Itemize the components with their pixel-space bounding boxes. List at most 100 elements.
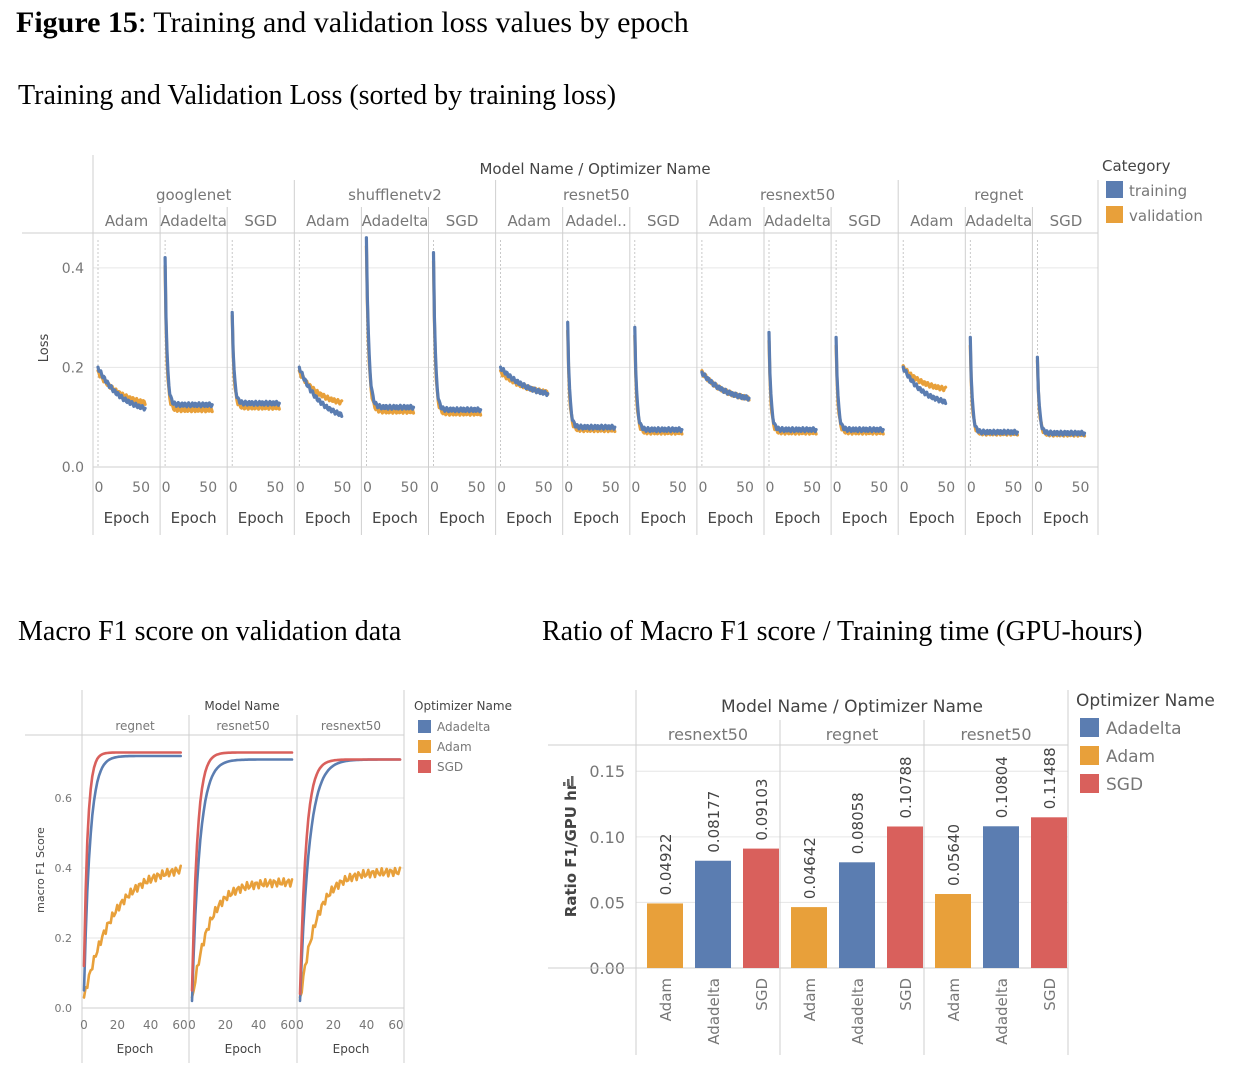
loss-x-label: Epoch	[707, 509, 753, 527]
loss-x-label: Epoch	[104, 509, 150, 527]
loss-x-tick: 50	[736, 480, 754, 496]
loss-x-label: Epoch	[775, 509, 821, 527]
loss-x-tick: 50	[132, 480, 150, 496]
f1-section-title: Macro F1 score on validation data	[18, 616, 402, 647]
loss-x-tick: 50	[803, 480, 821, 496]
loss-validation-line	[230, 314, 281, 411]
f1-line-sgd	[298, 758, 402, 996]
loss-validation-line	[566, 329, 617, 434]
loss-x-tick: 0	[363, 480, 372, 496]
ratio-bar-resnext50-adadelta	[695, 860, 731, 968]
ratio-sort-icon	[567, 779, 570, 786]
f1-x-tick: 60	[388, 1018, 403, 1032]
loss-optimizer-label: SGD	[446, 212, 479, 230]
loss-legend-swatch-validation	[1106, 206, 1123, 223]
loss-x-tick: 0	[430, 480, 439, 496]
loss-optimizer-label: SGD	[1050, 212, 1083, 230]
f1-y-tick: 0.2	[55, 932, 73, 945]
f1-line-adadelta	[82, 754, 182, 992]
loss-optimizer-label: Adam	[910, 212, 953, 230]
f1-x-tick: 20	[110, 1018, 125, 1032]
ratio-bar-value: 0.10788	[897, 756, 915, 818]
loss-optimizer-label: Adadelta	[362, 212, 429, 230]
loss-x-tick: 0	[296, 480, 305, 496]
figure-caption: : Training and validation loss values by…	[137, 6, 689, 39]
f1-line-adam	[298, 866, 402, 999]
ratio-x-tick: Adadelta	[849, 978, 867, 1045]
loss-x-label: Epoch	[909, 509, 955, 527]
f1-model-label: resnext50	[321, 719, 381, 733]
figure-label: Figure 15	[16, 6, 138, 39]
loss-y-tick: 0.0	[62, 460, 84, 476]
loss-optimizer-label: Adam	[709, 212, 752, 230]
loss-x-tick: 50	[333, 480, 351, 496]
loss-training-line	[230, 310, 281, 407]
loss-legend-title: Category	[1102, 157, 1171, 175]
ratio-legend-swatch-sgd	[1080, 774, 1099, 793]
f1-x-label: Epoch	[333, 1042, 370, 1056]
loss-optimizer-label: Adadelta	[764, 212, 831, 230]
loss-validation-line	[364, 244, 416, 415]
loss-x-label: Epoch	[305, 509, 351, 527]
ratio-bar-value: 0.05640	[945, 824, 963, 886]
f1-x-tick: 60	[280, 1018, 295, 1032]
loss-training-line	[968, 335, 1019, 436]
ratio-legend-label: Adadelta	[1106, 719, 1182, 739]
ratio-x-tick: Adam	[657, 978, 675, 1021]
loss-validation-line	[901, 364, 948, 393]
loss-model-label: resnet50	[563, 186, 630, 204]
f1-line-adam	[82, 864, 182, 999]
ratio-bar-value: 0.04642	[801, 837, 819, 899]
loss-x-tick: 0	[229, 480, 238, 496]
ratio-x-tick: Adadelta	[993, 978, 1011, 1045]
f1-line-adadelta	[298, 758, 402, 1003]
loss-x-tick: 0	[766, 480, 775, 496]
loss-x-tick: 50	[401, 480, 419, 496]
ratio-x-tick: SGD	[1041, 978, 1059, 1011]
loss-y-tick: 0.4	[62, 261, 84, 277]
loss-validation-line	[1035, 359, 1087, 438]
f1-legend-label: SGD	[437, 760, 463, 774]
loss-x-tick: 50	[1072, 480, 1090, 496]
ratio-bar-value: 0.08177	[705, 791, 723, 853]
loss-x-label: Epoch	[976, 509, 1022, 527]
loss-validation-line	[767, 339, 818, 436]
ratio-bar-resnet50-sgd	[1031, 817, 1067, 968]
loss-validation-line	[834, 344, 885, 436]
ratio-bar-resnet50-adadelta	[983, 826, 1019, 968]
loss-training-line	[499, 365, 550, 398]
f1-legend-swatch-sgd	[418, 760, 431, 773]
ratio-bar-value: 0.08058	[849, 792, 867, 854]
loss-validation-line	[968, 344, 1019, 437]
loss-model-label: regnet	[974, 186, 1023, 204]
loss-optimizer-label: Adam	[306, 212, 349, 230]
loss-model-label: googlenet	[156, 186, 232, 204]
loss-x-label: Epoch	[506, 509, 552, 527]
ratio-bar-regnet-adam	[791, 907, 827, 968]
ratio-bar-value: 0.11488	[1041, 747, 1059, 809]
loss-optimizer-label: Adadel..	[566, 212, 627, 230]
loss-x-tick: 0	[497, 480, 506, 496]
ratio-sort-icon	[571, 776, 574, 786]
loss-x-tick: 0	[833, 480, 842, 496]
ratio-x-tick: Adam	[945, 978, 963, 1021]
loss-optimizer-label: Adam	[105, 212, 148, 230]
loss-training-line	[767, 330, 818, 434]
loss-x-tick: 50	[870, 480, 888, 496]
loss-x-label: Epoch	[372, 509, 418, 527]
ratio-bar-resnet50-adam	[935, 894, 971, 968]
f1-x-tick: 20	[218, 1018, 233, 1032]
loss-x-tick: 0	[698, 480, 707, 496]
f1-legend-label: Adam	[437, 740, 472, 754]
ratio-header: Model Name / Optimizer Name	[721, 697, 983, 717]
ratio-y-tick: 0.05	[589, 893, 625, 912]
loss-y-label: Loss	[37, 334, 52, 363]
loss-optimizer-label: SGD	[647, 212, 680, 230]
ratio-x-tick: SGD	[753, 978, 771, 1011]
ratio-bar-value: 0.09103	[753, 779, 771, 841]
loss-x-tick: 50	[266, 480, 284, 496]
f1-x-tick: 60	[172, 1018, 187, 1032]
ratio-model-label: regnet	[826, 725, 878, 744]
ratio-bar-resnext50-sgd	[743, 848, 779, 968]
loss-legend-label: validation	[1129, 207, 1203, 225]
